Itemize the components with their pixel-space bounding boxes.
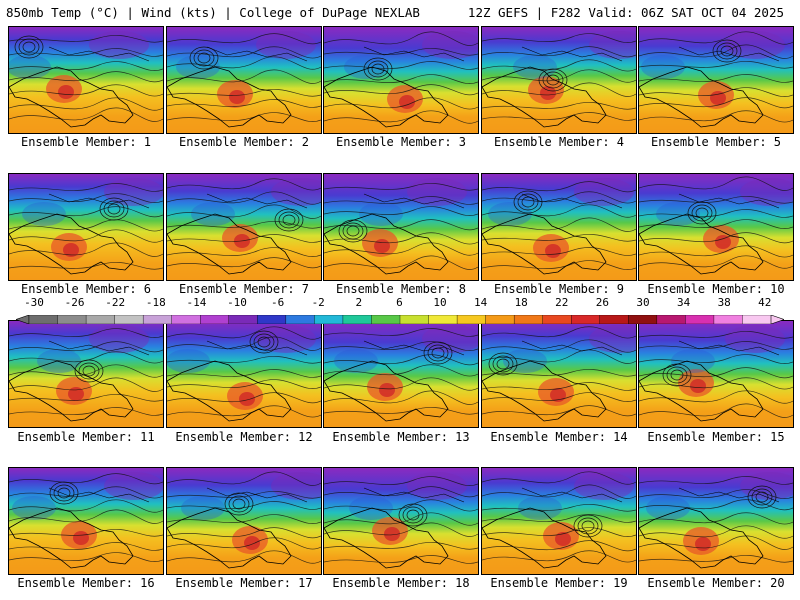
ensemble-map-panel[interactable] bbox=[481, 320, 637, 428]
ensemble-member-label: Ensemble Member: 16 bbox=[17, 576, 155, 590]
colorbar-segment bbox=[428, 314, 458, 325]
ensemble-map-panel[interactable] bbox=[323, 467, 479, 575]
ensemble-map-panel[interactable] bbox=[166, 320, 322, 428]
ensemble-map-panel[interactable] bbox=[166, 467, 322, 575]
colorbar-segment bbox=[742, 314, 772, 325]
colorbar-segment bbox=[314, 314, 344, 325]
colorbar-tick-label: -6 bbox=[270, 296, 285, 309]
ensemble-member-label: Ensemble Member: 12 bbox=[175, 430, 313, 444]
colorbar-segment bbox=[628, 314, 658, 325]
colorbar-tick-label: 22 bbox=[555, 296, 569, 309]
ensemble-map-panel[interactable] bbox=[8, 173, 164, 281]
colorbar-tick-label: -30 bbox=[24, 296, 44, 309]
colorbar-tick-label: 26 bbox=[595, 296, 610, 309]
colorbar-segment bbox=[571, 314, 601, 325]
header-run-info: 12Z GEFS | F282 Valid: 06Z SAT OCT 04 20… bbox=[467, 5, 784, 20]
colorbar-segment bbox=[399, 314, 430, 325]
ensemble-map-panel[interactable] bbox=[638, 26, 794, 134]
colorbar-segment bbox=[114, 314, 144, 325]
colorbar-tick-label: -10 bbox=[227, 296, 247, 309]
ensemble-map-panel[interactable] bbox=[323, 320, 479, 428]
ensemble-map-panel[interactable] bbox=[8, 26, 164, 134]
ensemble-member-label: Ensemble Member: 18 bbox=[332, 576, 470, 590]
ensemble-map-panel[interactable] bbox=[166, 173, 322, 281]
colorbar-segment bbox=[513, 314, 544, 325]
colorbar-segment bbox=[200, 314, 230, 325]
ensemble-map-panel[interactable] bbox=[481, 173, 637, 281]
colorbar-segment bbox=[85, 314, 116, 325]
ensemble-member-label: Ensemble Member: 6 bbox=[20, 282, 152, 296]
colorbar-segment bbox=[485, 314, 515, 325]
colorbar-tick-label: -2 bbox=[311, 296, 325, 309]
ensemble-map-panel[interactable] bbox=[8, 320, 164, 428]
colorbar-tick-label: 38 bbox=[717, 296, 731, 309]
colorbar-tick-label: 14 bbox=[473, 296, 488, 309]
colorbar-tick-label: -26 bbox=[64, 296, 85, 309]
ensemble-member-label: Ensemble Member: 14 bbox=[490, 430, 628, 444]
colorbar-segment bbox=[656, 314, 686, 325]
colorbar-tick-label: 2 bbox=[355, 296, 363, 309]
colorbar-segment bbox=[171, 314, 201, 325]
colorbar bbox=[15, 309, 785, 325]
ensemble-member-label: Ensemble Member: 20 bbox=[647, 576, 785, 590]
colorbar-segment bbox=[142, 314, 173, 325]
colorbar-tick-label: 18 bbox=[514, 296, 528, 309]
header: 850mb Temp (°C) | Wind (kts) | College o… bbox=[0, 0, 800, 24]
colorbar-segment bbox=[542, 314, 572, 325]
ensemble-member-label: Ensemble Member: 5 bbox=[650, 135, 782, 149]
header-title: 850mb Temp (°C) | Wind (kts) | College o… bbox=[6, 5, 420, 20]
colorbar-segment bbox=[371, 314, 401, 325]
ensemble-map-panel[interactable] bbox=[638, 467, 794, 575]
ensemble-member-label: Ensemble Member: 19 bbox=[490, 576, 628, 590]
ensemble-member-label: Ensemble Member: 10 bbox=[647, 282, 785, 296]
ensemble-member-label: Ensemble Member: 17 bbox=[175, 576, 313, 590]
colorbar-tick-label: -22 bbox=[105, 296, 126, 309]
ensemble-member-label: Ensemble Member: 11 bbox=[17, 430, 155, 444]
colorbar-segment bbox=[685, 314, 715, 325]
colorbar-segment bbox=[599, 314, 629, 325]
colorbar-tick-label: -18 bbox=[145, 296, 166, 309]
ensemble-member-label: Ensemble Member: 8 bbox=[335, 282, 467, 296]
ensemble-member-label: Ensemble Member: 4 bbox=[493, 135, 625, 149]
ensemble-member-label: Ensemble Member: 3 bbox=[335, 135, 467, 149]
colorbar-tick-label: 42 bbox=[758, 296, 772, 309]
ensemble-map-panel[interactable] bbox=[323, 173, 479, 281]
colorbar-segment bbox=[228, 314, 258, 325]
ensemble-member-label: Ensemble Member: 13 bbox=[332, 430, 470, 444]
ensemble-member-label: Ensemble Member: 7 bbox=[178, 282, 310, 296]
colorbar-tick-label: -14 bbox=[186, 296, 207, 309]
colorbar-segment bbox=[342, 314, 372, 325]
ensemble-map-panel[interactable] bbox=[323, 26, 479, 134]
colorbar-tick-label: 34 bbox=[676, 296, 691, 309]
ensemble-map-panel[interactable] bbox=[8, 467, 164, 575]
ensemble-map-panel[interactable] bbox=[481, 26, 637, 134]
ensemble-member-label: Ensemble Member: 15 bbox=[647, 430, 785, 444]
colorbar-segment bbox=[713, 314, 743, 325]
colorbar-tick-label: 6 bbox=[396, 296, 403, 309]
colorbar-segment bbox=[28, 314, 59, 325]
colorbar-segment bbox=[456, 314, 487, 325]
ensemble-member-label: Ensemble Member: 2 bbox=[178, 135, 310, 149]
colorbar-segment bbox=[57, 314, 87, 325]
colorbar-segment bbox=[285, 314, 315, 325]
ensemble-map-panel[interactable] bbox=[166, 26, 322, 134]
ensemble-map-panel[interactable] bbox=[638, 320, 794, 428]
colorbar-tick-label: 10 bbox=[433, 296, 447, 309]
ensemble-member-label: Ensemble Member: 1 bbox=[20, 135, 152, 149]
ensemble-member-label: Ensemble Member: 9 bbox=[493, 282, 625, 296]
colorbar-tick-label: 30 bbox=[636, 296, 650, 309]
colorbar-segment bbox=[257, 314, 287, 325]
ensemble-map-panel[interactable] bbox=[638, 173, 794, 281]
ensemble-map-panel[interactable] bbox=[481, 467, 637, 575]
